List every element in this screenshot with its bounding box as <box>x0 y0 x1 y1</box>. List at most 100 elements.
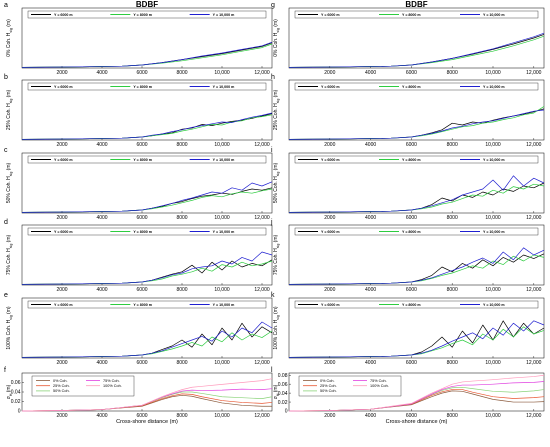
y-axis-label: σH (m) <box>273 384 280 399</box>
column-title: BDBF <box>136 0 158 9</box>
legend-label: Y = 10,000 m <box>213 303 235 307</box>
panel-l: l 2000 4000 6000 8000 10,000 12,000 0 0.02 0.04 0.… <box>271 367 545 425</box>
legend: Y = 6000 m Y = 8000 m Y = 10,000 m <box>294 155 539 164</box>
panel-g: g BDBF 2000 4000 6000 8000 10,000 12,000 0% Coh.… <box>271 0 545 76</box>
legend: Y = 6000 m Y = 8000 m Y = 10,000 m <box>27 155 267 164</box>
x-tick-label: 4000 <box>96 360 107 366</box>
x-tick-label: 6000 <box>136 142 147 148</box>
legend: Y = 6000 m Y = 8000 m Y = 10,000 m <box>294 10 539 19</box>
legend-box <box>294 10 539 19</box>
x-tick-label: 4000 <box>365 360 376 366</box>
x-tick-label: 12,000 <box>526 142 542 148</box>
x-tick-label: 8000 <box>176 70 187 76</box>
panel-letter: i <box>271 147 273 154</box>
legend-label: 25% Coh. <box>320 384 337 388</box>
legend-label: Y = 10,000 m <box>483 85 505 89</box>
legend-label: 50% Coh. <box>53 389 70 393</box>
legend-box <box>31 375 135 397</box>
panel-letter: e <box>4 292 8 299</box>
panel-letter: k <box>271 292 275 299</box>
y-axis-label: σH (m) <box>6 384 13 399</box>
x-tick-label: 4000 <box>365 142 376 148</box>
x-tick-label: 6000 <box>406 360 417 366</box>
legend-label: Y = 10,000 m <box>213 230 235 234</box>
x-axis-label: Cross-shore distance (m) <box>386 419 448 425</box>
panel-j: j 2000 4000 6000 8000 10,000 12,000 75% Coh. Hs… <box>270 219 545 293</box>
legend-label: Y = 8000 m <box>133 85 152 89</box>
y-axis-label: 75% Coh. Hsig (m) <box>6 234 13 275</box>
y-tick-label: 0.06 <box>11 380 21 386</box>
series-line-y-10-000-m <box>21 112 273 140</box>
legend-label: Y = 8000 m <box>402 303 421 307</box>
x-tick-label: 12,000 <box>526 360 542 366</box>
y-tick-label: 0.02 <box>11 399 21 405</box>
legend: Y = 6000 m Y = 8000 m Y = 10,000 m <box>294 227 539 236</box>
panel-e: e 2000 4000 6000 8000 10,000 12,000 100% Coh. H… <box>4 292 273 366</box>
x-tick-label: 12,000 <box>254 142 270 148</box>
x-tick-label: 10,000 <box>485 413 501 419</box>
legend-label: Y = 6000 m <box>54 13 73 17</box>
legend-label: 25% Coh. <box>53 384 70 388</box>
x-tick-label: 12,000 <box>254 215 270 221</box>
x-tick-label: 10,000 <box>485 142 501 148</box>
series-line-100-coh <box>288 374 545 412</box>
legend-label: 75% Coh. <box>103 379 120 383</box>
x-tick-label: 6000 <box>406 142 417 148</box>
legend-label: Y = 10,000 m <box>483 13 505 17</box>
legend-label: Y = 6000 m <box>321 13 340 17</box>
x-tick-label: 6000 <box>136 215 147 221</box>
x-tick-label: 10,000 <box>214 142 230 148</box>
x-tick-label: 4000 <box>96 70 107 76</box>
x-tick-label: 8000 <box>447 287 458 293</box>
x-tick-label: 12,000 <box>526 215 542 221</box>
series-line-y-10-000-m <box>288 32 545 68</box>
x-tick-label: 10,000 <box>214 215 230 221</box>
x-tick-label: 4000 <box>365 215 376 221</box>
legend-label: Y = 6000 m <box>54 230 73 234</box>
legend-label: Y = 6000 m <box>321 158 340 162</box>
legend: 0% Coh.25% Coh.50% Coh. 75% Coh.100% Coh. <box>31 375 135 397</box>
panel-f: f 2000 4000 6000 8000 10,000 12,000 0 0.02 0.04 0.… <box>4 367 273 425</box>
legend-label: Y = 6000 m <box>54 158 73 162</box>
panel-i: i 2000 4000 6000 8000 10,000 12,000 50% Coh. Hs… <box>271 147 545 221</box>
y-tick-label: 0.02 <box>278 400 288 406</box>
column-title: BDBF <box>405 0 427 9</box>
y-tick-label: 0.08 <box>278 373 288 379</box>
series-line-100-coh <box>21 378 273 412</box>
legend-label: Y = 10,000 m <box>213 158 235 162</box>
legend: Y = 6000 m Y = 8000 m Y = 10,000 m <box>294 300 539 309</box>
legend-box <box>294 155 539 164</box>
x-tick-label: 10,000 <box>485 287 501 293</box>
legend: Y = 6000 m Y = 8000 m Y = 10,000 m <box>27 227 267 236</box>
x-tick-label: 2000 <box>56 413 67 419</box>
x-tick-label: 6000 <box>406 215 417 221</box>
legend-label: Y = 8000 m <box>133 230 152 234</box>
series-line-y-10-000-m <box>288 109 545 140</box>
x-tick-label: 12,000 <box>526 413 542 419</box>
legend-label: Y = 10,000 m <box>483 158 505 162</box>
y-axis-label: 0% Coh. Hsig (m) <box>273 19 280 57</box>
x-tick-label: 2000 <box>324 360 335 366</box>
y-tick-label: 0.06 <box>278 382 288 388</box>
legend-label: Y = 10,000 m <box>483 230 505 234</box>
legend-box <box>27 82 267 91</box>
x-tick-label: 4000 <box>365 287 376 293</box>
legend-box <box>27 227 267 236</box>
y-tick-label: 0.04 <box>278 391 288 397</box>
legend-label: Y = 6000 m <box>321 85 340 89</box>
x-tick-label: 6000 <box>136 70 147 76</box>
panel-letter: c <box>4 147 8 154</box>
panel-d: d 2000 4000 6000 8000 10,000 12,000 75% Coh. Hs… <box>4 219 273 293</box>
x-tick-label: 2000 <box>56 142 67 148</box>
x-tick-label: 10,000 <box>485 215 501 221</box>
x-tick-label: 8000 <box>176 287 187 293</box>
legend-label: 50% Coh. <box>320 389 337 393</box>
legend-label: 75% Coh. <box>370 379 387 383</box>
legend: Y = 6000 m Y = 8000 m Y = 10,000 m <box>27 82 267 91</box>
legend: Y = 6000 m Y = 8000 m Y = 10,000 m <box>27 10 267 19</box>
x-tick-label: 8000 <box>176 360 187 366</box>
x-tick-label: 4000 <box>96 215 107 221</box>
panel-c: c 2000 4000 6000 8000 10,000 12,000 50% Coh. Hs… <box>4 147 273 221</box>
x-tick-label: 12,000 <box>526 70 542 76</box>
